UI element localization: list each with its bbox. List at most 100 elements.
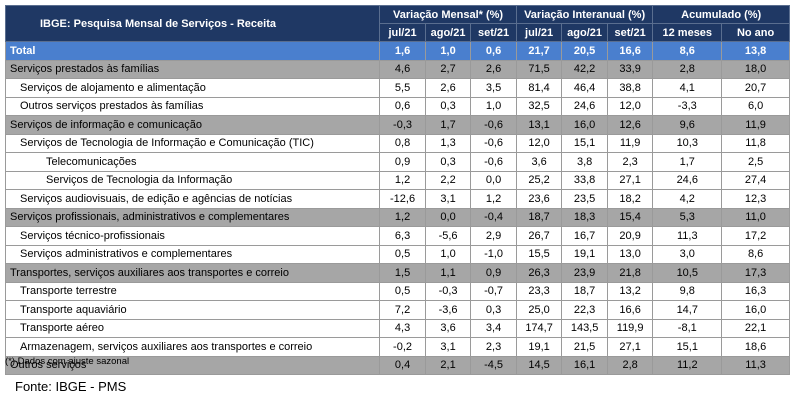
row-value-cell: 22,3: [561, 300, 608, 320]
header-row-groups: IBGE: Pesquisa Mensal de Serviços - Rece…: [4, 5, 790, 42]
row-value-cell: -0,6: [470, 152, 517, 172]
row-value-cell: 16,0: [561, 115, 608, 135]
row-value-cell: 16,7: [561, 226, 608, 246]
row-value-cell: 6,3: [379, 226, 426, 246]
table-row: Total 1,6 1,0 0,6 21,7 20,5 16,6 8,6 13,8: [4, 41, 790, 61]
row-value-cell: 7,2: [379, 300, 426, 320]
row-value-cell: 10,5: [652, 263, 723, 283]
row-value-cell: 81,4: [515, 78, 563, 98]
row-value-cell: 3,6: [515, 152, 563, 172]
row-value-cell: 11,8: [721, 133, 790, 153]
row-value-cell: 8,6: [652, 41, 723, 61]
row-value-cell: 16,0: [721, 300, 790, 320]
row-label: Transporte aéreo: [4, 318, 381, 338]
row-value-cell: 2,3: [470, 337, 517, 357]
row-label: Transporte aquaviário: [4, 300, 381, 320]
row-label: Transportes, serviços auxiliares aos tra…: [4, 263, 381, 283]
row-value-cell: 0,0: [424, 207, 472, 227]
row-value-cell: 71,5: [515, 59, 563, 79]
row-label: Serviços audiovisuais, de edição e agênc…: [4, 189, 381, 209]
group-header-mensal: Variação Mensal* (%): [379, 5, 517, 24]
row-value-cell: 3,8: [561, 152, 608, 172]
row-label: Serviços de alojamento e alimentação: [4, 78, 381, 98]
row-value-cell: 23,5: [561, 189, 608, 209]
row-label: Armazenagem, serviços auxiliares aos tra…: [4, 337, 381, 357]
row-value-cell: 1,1: [424, 263, 472, 283]
row-value-cell: 12,3: [721, 189, 790, 209]
row-value-cell: 18,0: [721, 59, 790, 79]
row-value-cell: 21,5: [561, 337, 608, 357]
row-value-cell: 9,8: [652, 281, 723, 301]
row-value-cell: -12,6: [379, 189, 426, 209]
row-value-cell: 4,6: [379, 59, 426, 79]
row-value-cell: 16,1: [561, 355, 608, 375]
row-value-cell: 174,7: [515, 318, 563, 338]
row-value-cell: 33,8: [561, 170, 608, 190]
table-row: Transporte aéreo 4,3 3,6 3,4 174,7 143,5 119,9…: [4, 318, 790, 338]
subheader-mensal-jul: jul/21: [379, 23, 426, 42]
row-value-cell: 12,6: [606, 115, 654, 135]
row-value-cell: 4,2: [652, 189, 723, 209]
row-value-cell: -0,3: [424, 281, 472, 301]
row-value-cell: 0,5: [379, 281, 426, 301]
row-value-cell: 3,1: [424, 189, 472, 209]
row-value-cell: 15,1: [561, 133, 608, 153]
table-row: Serviços audiovisuais, de edição e agênc…: [4, 189, 790, 209]
row-value-cell: 11,2: [652, 355, 723, 375]
row-value-cell: 3,6: [424, 318, 472, 338]
table-row: Outros serviços 0,4 2,1 -4,5 14,5 16,1 2,8 11,2…: [4, 355, 790, 375]
row-value-cell: 3,0: [652, 244, 723, 264]
row-value-cell: 0,3: [424, 96, 472, 116]
row-value-cell: 13,0: [606, 244, 654, 264]
row-value-cell: 4,3: [379, 318, 426, 338]
row-value-cell: 23,9: [561, 263, 608, 283]
table-row: Outros serviços prestados às famílias 0,6…: [4, 96, 790, 116]
row-value-cell: -4,5: [470, 355, 517, 375]
subheader-mensal-set: set/21: [470, 23, 517, 42]
row-value-cell: 15,4: [606, 207, 654, 227]
row-value-cell: 11,3: [721, 355, 790, 375]
row-value-cell: 13,8: [721, 41, 790, 61]
table-row: Serviços de Tecnologia da Informação 1,2 2…: [4, 170, 790, 190]
row-value-cell: 20,7: [721, 78, 790, 98]
subheader-interanual-ago: ago/21: [561, 23, 608, 42]
row-value-cell: 1,7: [424, 115, 472, 135]
row-value-cell: -3,3: [652, 96, 723, 116]
row-value-cell: 18,7: [561, 281, 608, 301]
row-value-cell: 1,7: [652, 152, 723, 172]
row-value-cell: 12,0: [515, 133, 563, 153]
row-value-cell: 3,5: [470, 78, 517, 98]
row-label: Serviços prestados às famílias: [4, 59, 381, 79]
row-value-cell: 13,1: [515, 115, 563, 135]
row-value-cell: 0,3: [470, 300, 517, 320]
table-row: Transporte terrestre 0,5 -0,3 -0,7 23,3 18,7 1…: [4, 281, 790, 301]
table-row: Transporte aquaviário 7,2 -3,6 0,3 25,0 22,3 1…: [4, 300, 790, 320]
row-value-cell: 3,4: [470, 318, 517, 338]
row-value-cell: 119,9: [606, 318, 654, 338]
row-value-cell: 1,0: [470, 96, 517, 116]
row-value-cell: -1,0: [470, 244, 517, 264]
table-row: Serviços prestados às famílias 4,6 2,7 2,6 7…: [4, 59, 790, 79]
group-header-interanual: Variação Interanual (%): [515, 5, 654, 24]
subheader-interanual-jul: jul/21: [515, 23, 563, 42]
row-label: Serviços de Tecnologia de Informação e C…: [4, 133, 381, 153]
row-value-cell: 25,2: [515, 170, 563, 190]
row-value-cell: 0,6: [379, 96, 426, 116]
row-value-cell: 11,0: [721, 207, 790, 227]
row-value-cell: 25,0: [515, 300, 563, 320]
row-label: Outros serviços prestados às famílias: [4, 96, 381, 116]
subheader-12-meses: 12 meses: [652, 23, 723, 42]
row-value-cell: 1,0: [424, 244, 472, 264]
row-value-cell: 18,2: [606, 189, 654, 209]
row-value-cell: 1,3: [424, 133, 472, 153]
row-value-cell: 0,8: [379, 133, 426, 153]
row-value-cell: 2,3: [606, 152, 654, 172]
row-value-cell: 4,1: [652, 78, 723, 98]
row-value-cell: 16,6: [606, 300, 654, 320]
row-value-cell: 21,8: [606, 263, 654, 283]
row-value-cell: -8,1: [652, 318, 723, 338]
row-value-cell: 27,4: [721, 170, 790, 190]
table-row: Serviços profissionais, administrativos …: [4, 207, 790, 227]
row-value-cell: 24,6: [652, 170, 723, 190]
row-label: Outros serviços: [4, 355, 381, 375]
